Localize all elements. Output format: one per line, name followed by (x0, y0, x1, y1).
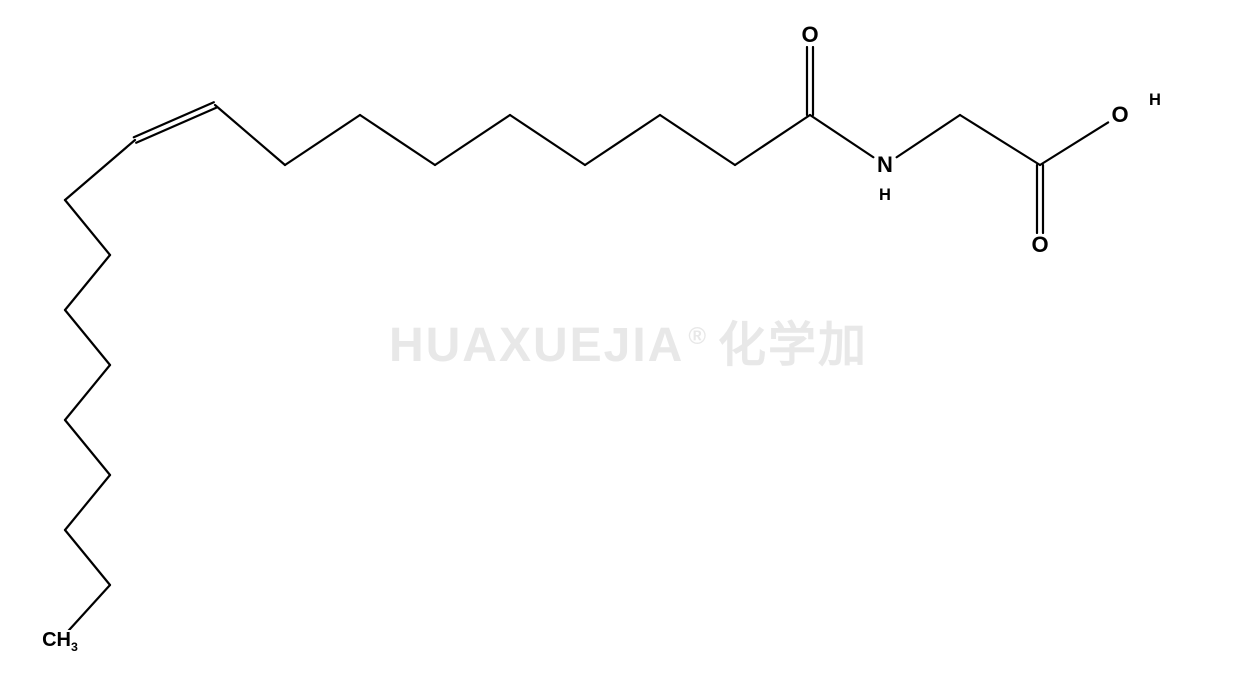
atom-label-n: N (875, 154, 895, 176)
atom-label-o3: O (1109, 104, 1130, 126)
atom-label-o2: O (1029, 234, 1050, 256)
atom-label-oh: H (1147, 92, 1163, 109)
atom-label-o1: O (799, 24, 820, 46)
molecule-structure (0, 0, 1257, 680)
atom-label-nh: H (877, 187, 893, 204)
atom-label-c1: CH3 (40, 630, 80, 650)
